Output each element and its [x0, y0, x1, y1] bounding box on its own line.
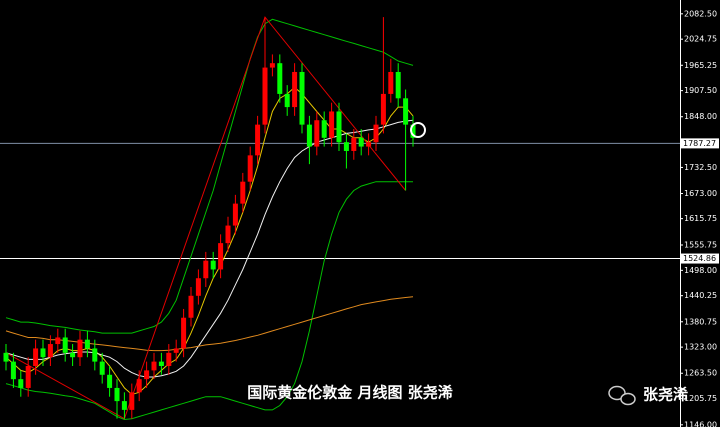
candle-body [336, 111, 342, 143]
y-tick-label: 1205.75 [684, 394, 717, 403]
y-tick-label: 2082.50 [684, 9, 717, 18]
candle-body [10, 361, 16, 380]
candle-body [240, 181, 246, 204]
y-tick-label: 1380.75 [684, 317, 717, 326]
candle-body [232, 203, 238, 226]
watermark: 张尧浠 [643, 386, 688, 404]
candle-body [388, 71, 394, 94]
candle-body [173, 348, 179, 353]
indicator-line [5, 18, 414, 334]
price-label: 1524.86 [683, 254, 716, 263]
y-tick-label: 1263.50 [684, 369, 717, 378]
candle-body [188, 295, 194, 318]
candle-body [136, 379, 142, 393]
candle-body [107, 374, 113, 388]
candle-body [329, 111, 335, 138]
candle-body [84, 339, 90, 349]
candle-body [40, 348, 46, 358]
price-label-box [681, 138, 719, 149]
y-tick-label: 2024.75 [684, 35, 717, 44]
candle-body [70, 352, 76, 358]
candle-body [358, 137, 364, 147]
candle-body [292, 71, 298, 108]
candle-body [299, 71, 305, 125]
candle-body [366, 142, 372, 147]
price-label: 1787.27 [683, 139, 716, 148]
candle-body [255, 124, 261, 156]
candle-body [166, 352, 172, 366]
candle-body [47, 344, 53, 358]
candle-body [225, 225, 231, 244]
candle-body [144, 370, 150, 380]
candle-body [343, 142, 349, 151]
candle-body [18, 379, 24, 388]
candle-body [129, 392, 135, 410]
candle-body [284, 93, 290, 108]
y-tick-label: 1965.25 [684, 61, 717, 70]
candle-body [247, 155, 253, 182]
y-tick-label: 1555.75 [684, 240, 717, 249]
candle-body [99, 361, 105, 375]
candle-body [203, 260, 209, 279]
y-tick-label: 1498.00 [684, 266, 717, 275]
y-tick-label: 1673.00 [684, 189, 717, 198]
candle-body [410, 124, 416, 138]
candle-body [277, 63, 283, 94]
candle-body [218, 243, 224, 270]
candle-body [380, 93, 386, 125]
candle-body [373, 124, 379, 143]
candle-body [77, 339, 83, 358]
y-tick-label: 1146.00 [684, 420, 717, 427]
candle-body [321, 120, 327, 138]
candle-body [262, 67, 268, 125]
indicator-line [5, 119, 414, 378]
plot-area [0, 16, 680, 421]
price-label-box [681, 253, 719, 264]
candle-body [351, 137, 357, 151]
candle-body [210, 260, 216, 270]
candle-body [395, 71, 401, 99]
y-tick-label: 1907.50 [684, 86, 717, 95]
candle-body [195, 278, 201, 296]
candle-body [403, 98, 409, 125]
y-tick-label: 1440.25 [684, 291, 717, 300]
y-tick-label: 1732.50 [684, 163, 717, 172]
caption: 国际黄金伦敦金 月线图 张尧浠 [247, 384, 452, 402]
candle-body [151, 361, 157, 371]
candle-body [121, 401, 127, 410]
candle-body [306, 124, 312, 147]
candle-body [62, 337, 68, 353]
y-tick-label: 1615.75 [684, 214, 717, 223]
candle-body [25, 366, 31, 388]
candle-body [158, 361, 164, 366]
candle-body [55, 337, 61, 345]
candle-body [314, 120, 320, 147]
highlight-circle [410, 122, 426, 138]
candle-body [92, 348, 98, 362]
candle-body [3, 352, 9, 362]
indicator-line [5, 296, 414, 352]
candle-body [181, 317, 187, 349]
indicator-line [5, 86, 414, 396]
indicator-line [5, 181, 413, 421]
zigzag-line [5, 16, 406, 420]
candle-body [33, 348, 39, 366]
y-tick-label: 1848.00 [684, 112, 717, 121]
candle-body [114, 387, 120, 402]
watermark-icon [608, 385, 636, 406]
y-tick-label: 1323.00 [684, 343, 717, 352]
candle-body [269, 63, 275, 68]
